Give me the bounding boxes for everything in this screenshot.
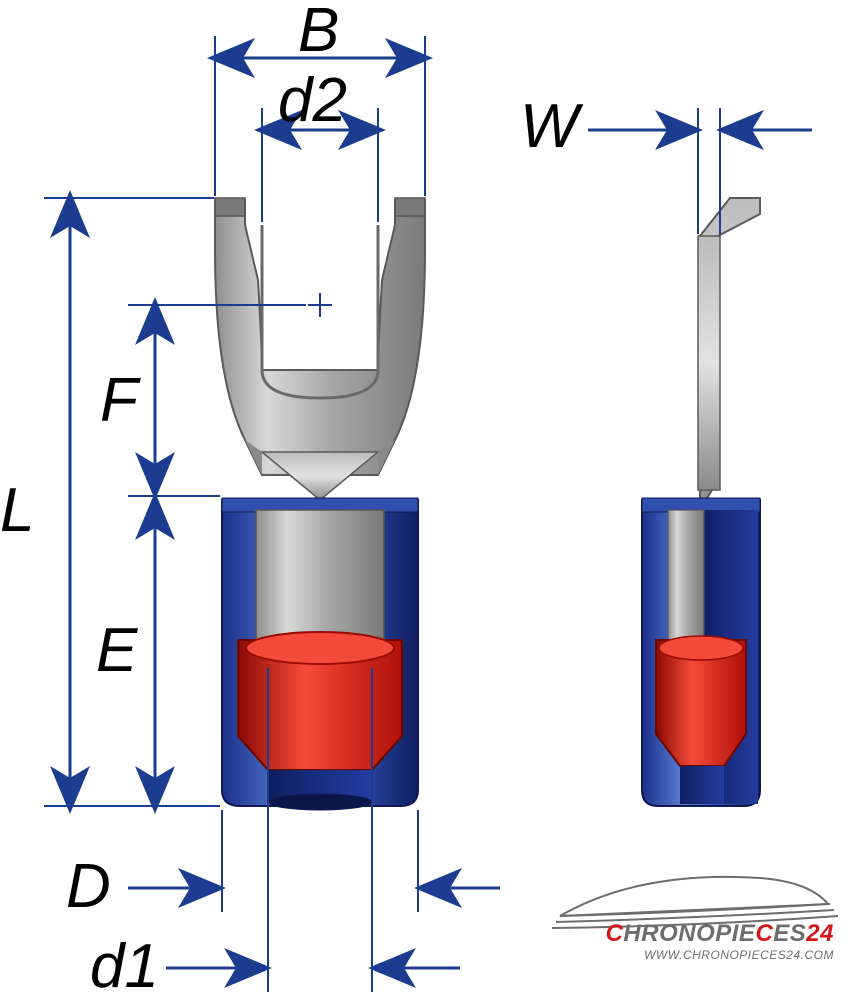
fork-body xyxy=(215,200,425,475)
watermark: CHRONOPIECES24 WWW.CHRONOPIECES24.COM xyxy=(606,920,834,962)
label-F: F xyxy=(100,370,138,432)
side-view xyxy=(642,198,760,806)
wm-mid1: HRONOPIE xyxy=(623,920,755,947)
label-d1: d1 xyxy=(90,936,159,998)
fork-tip-right xyxy=(395,198,425,216)
center-mark xyxy=(308,293,332,317)
wm-suffix: ES xyxy=(773,920,806,947)
side-blade-shaft xyxy=(698,236,720,490)
label-D: D xyxy=(66,856,111,918)
label-B: B xyxy=(298,0,339,62)
red-lip xyxy=(246,632,394,664)
label-W: W xyxy=(520,96,579,158)
bore-opening xyxy=(268,794,372,810)
diagram-canvas: L F E B d2 W D d1 CHRONOPIECES24 WWW.CHR… xyxy=(0,0,848,1000)
wm-mid2: C xyxy=(755,920,773,947)
wm-num: 24 xyxy=(806,920,834,947)
label-d2: d2 xyxy=(278,70,347,132)
wm-prefix: C xyxy=(606,920,624,947)
label-E: E xyxy=(96,620,137,682)
technical-drawing-svg xyxy=(0,0,848,1000)
label-L: L xyxy=(0,480,34,542)
fork-tip-left xyxy=(215,198,245,216)
front-view xyxy=(215,198,425,810)
wm-url: WWW.CHRONOPIECES24.COM xyxy=(606,948,834,962)
